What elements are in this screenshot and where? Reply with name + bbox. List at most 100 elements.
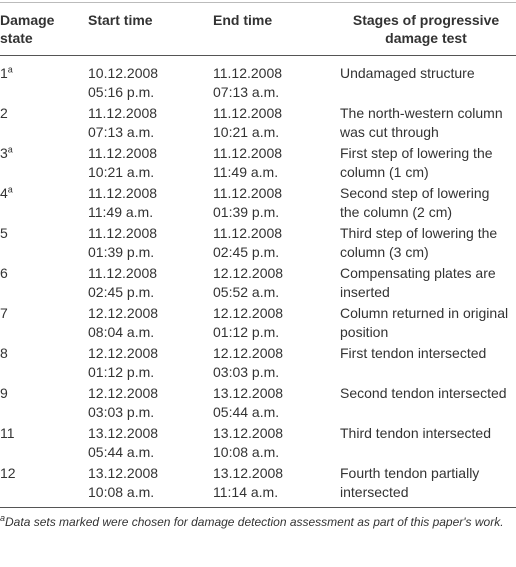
table-body: 1a 10.12.2008 05:16 p.m. 11.12.2008 07:13 a.… bbox=[0, 56, 516, 508]
end-time: 07:13 a.m. bbox=[213, 84, 280, 100]
header-cell: End time bbox=[213, 2, 340, 56]
end-date: 13.12.2008 bbox=[213, 425, 284, 441]
damage-state: 9 bbox=[0, 385, 8, 401]
end-cell: 13.12.2008 10:08 a.m. bbox=[213, 422, 340, 462]
stage-cell: First step of lowering the column (1 cm) bbox=[340, 145, 493, 180]
table-row: 12 13.12.2008 10:08 a.m. 13.12.2008 11:14 a.… bbox=[0, 462, 516, 507]
end-cell: 11.12.2008 07:13 a.m. bbox=[213, 56, 340, 103]
stage-cell: Third tendon intersected bbox=[340, 425, 491, 441]
table-row: 5 11.12.2008 01:39 p.m. 11.12.2008 02:45 p.m… bbox=[0, 222, 516, 262]
start-cell: 12.12.2008 08:04 a.m. bbox=[88, 302, 213, 342]
start-date: 12.12.2008 bbox=[88, 305, 159, 321]
stage-cell: Undamaged structure bbox=[340, 65, 475, 81]
start-date: 11.12.2008 bbox=[88, 145, 158, 161]
stage-cell: Column returned in original position bbox=[340, 305, 509, 340]
damage-state: 3 bbox=[0, 145, 8, 161]
start-cell: 11.12.2008 10:21 a.m. bbox=[88, 142, 213, 182]
header-row: Damage state Start time End time Stages … bbox=[0, 2, 516, 56]
table-row: 7 12.12.2008 08:04 a.m. 12.12.2008 01:12 p.m… bbox=[0, 302, 516, 342]
start-date: 12.12.2008 bbox=[88, 385, 159, 401]
state-cell: 1a bbox=[0, 56, 88, 103]
state-cell: 12 bbox=[0, 462, 88, 507]
start-cell: 10.12.2008 05:16 p.m. bbox=[88, 56, 213, 103]
damage-state: 6 bbox=[0, 265, 8, 281]
table-row: 1a 10.12.2008 05:16 p.m. 11.12.2008 07:13 a.… bbox=[0, 56, 516, 103]
start-cell: 11.12.2008 07:13 a.m. bbox=[88, 102, 213, 142]
table-row: 6 11.12.2008 02:45 p.m. 12.12.2008 05:52 a.m… bbox=[0, 262, 516, 302]
end-cell: 12.12.2008 05:52 a.m. bbox=[213, 262, 340, 302]
start-date: 12.12.2008 bbox=[88, 345, 159, 361]
damage-state: 11 bbox=[0, 425, 15, 441]
state-cell: 3a bbox=[0, 142, 88, 182]
state-cell: 7 bbox=[0, 302, 88, 342]
stage-cell: Fourth tendon partially intersected bbox=[340, 465, 480, 500]
end-time: 01:12 p.m. bbox=[213, 324, 280, 340]
damage-state: 1 bbox=[0, 65, 8, 81]
state-cell: 8 bbox=[0, 342, 88, 382]
footnote: aData sets marked were chosen for damage… bbox=[0, 508, 516, 530]
start-date: 10.12.2008 bbox=[88, 65, 159, 81]
stage-cell: First tendon intersected bbox=[340, 345, 487, 361]
note-mark: a bbox=[7, 144, 13, 155]
table-header: Damage state Start time End time Stages … bbox=[0, 2, 516, 56]
end-time: 11:49 a.m. bbox=[213, 164, 279, 180]
table-row: 2 11.12.2008 07:13 a.m. 11.12.2008 10:21 a.m… bbox=[0, 102, 516, 142]
state-cell: 11 bbox=[0, 422, 88, 462]
start-time: 11:49 a.m. bbox=[88, 204, 154, 220]
end-time: 10:08 a.m. bbox=[213, 444, 280, 460]
state-cell: 5 bbox=[0, 222, 88, 262]
end-cell: 11.12.2008 02:45 p.m. bbox=[213, 222, 340, 262]
start-date: 11.12.2008 bbox=[88, 225, 158, 241]
end-cell: 12.12.2008 03:03 p.m. bbox=[213, 342, 340, 382]
end-time: 01:39 p.m. bbox=[213, 204, 280, 220]
end-date: 12.12.2008 bbox=[213, 305, 284, 321]
end-date: 12.12.2008 bbox=[213, 265, 284, 281]
state-cell: 2 bbox=[0, 102, 88, 142]
table-row: 11 13.12.2008 05:44 a.m. 13.12.2008 10:08 a.… bbox=[0, 422, 516, 462]
start-time: 08:04 a.m. bbox=[88, 324, 155, 340]
end-time: 05:52 a.m. bbox=[213, 284, 280, 300]
end-date: 11.12.2008 bbox=[213, 105, 283, 121]
end-time: 03:03 p.m. bbox=[213, 364, 280, 380]
stage-cell: Compensating plates are inserted bbox=[340, 265, 496, 300]
start-date: 11.12.2008 bbox=[88, 105, 158, 121]
start-cell: 13.12.2008 10:08 a.m. bbox=[88, 462, 213, 507]
start-time: 05:16 p.m. bbox=[88, 84, 155, 100]
start-cell: 11.12.2008 02:45 p.m. bbox=[88, 262, 213, 302]
state-cell: 6 bbox=[0, 262, 88, 302]
start-time: 10:21 a.m. bbox=[88, 164, 155, 180]
damage-state: 7 bbox=[0, 305, 8, 321]
header-cell: Stages of progressive damage test bbox=[340, 2, 516, 56]
stage-cell: Second step of lowering the column (2 cm… bbox=[340, 185, 490, 220]
state-cell: 4a bbox=[0, 182, 88, 222]
end-cell: 11.12.2008 10:21 a.m. bbox=[213, 102, 340, 142]
damage-state: 12 bbox=[0, 465, 16, 481]
table-row: 4a 11.12.2008 11:49 a.m. 11.12.2008 01:39 p.… bbox=[0, 182, 516, 222]
end-date: 12.12.2008 bbox=[213, 345, 284, 361]
note-mark: a bbox=[7, 64, 13, 75]
data-table: Damage state Start time End time Stages … bbox=[0, 2, 516, 508]
damage-state: 8 bbox=[0, 345, 8, 361]
end-cell: 13.12.2008 05:44 a.m. bbox=[213, 382, 340, 422]
start-time: 03:03 p.m. bbox=[88, 404, 155, 420]
start-cell: 12.12.2008 01:12 p.m. bbox=[88, 342, 213, 382]
start-date: 11.12.2008 bbox=[88, 185, 158, 201]
start-time: 02:45 p.m. bbox=[88, 284, 155, 300]
footnote-mark: a bbox=[0, 512, 6, 523]
start-time: 01:39 p.m. bbox=[88, 244, 155, 260]
start-time: 07:13 a.m. bbox=[88, 124, 155, 140]
end-date: 11.12.2008 bbox=[213, 225, 283, 241]
end-date: 11.12.2008 bbox=[213, 65, 283, 81]
start-date: 11.12.2008 bbox=[88, 265, 158, 281]
end-time: 02:45 p.m. bbox=[213, 244, 280, 260]
damage-state: 5 bbox=[0, 225, 8, 241]
end-date: 13.12.2008 bbox=[213, 465, 284, 481]
start-cell: 13.12.2008 05:44 a.m. bbox=[88, 422, 213, 462]
start-date: 13.12.2008 bbox=[88, 465, 159, 481]
end-cell: 12.12.2008 01:12 p.m. bbox=[213, 302, 340, 342]
end-time: 05:44 a.m. bbox=[213, 404, 280, 420]
start-time: 10:08 a.m. bbox=[88, 484, 155, 500]
end-cell: 11.12.2008 11:49 a.m. bbox=[213, 142, 340, 182]
table-row: 3a 11.12.2008 10:21 a.m. 11.12.2008 11:49 a.… bbox=[0, 142, 516, 182]
end-time: 10:21 a.m. bbox=[213, 124, 280, 140]
